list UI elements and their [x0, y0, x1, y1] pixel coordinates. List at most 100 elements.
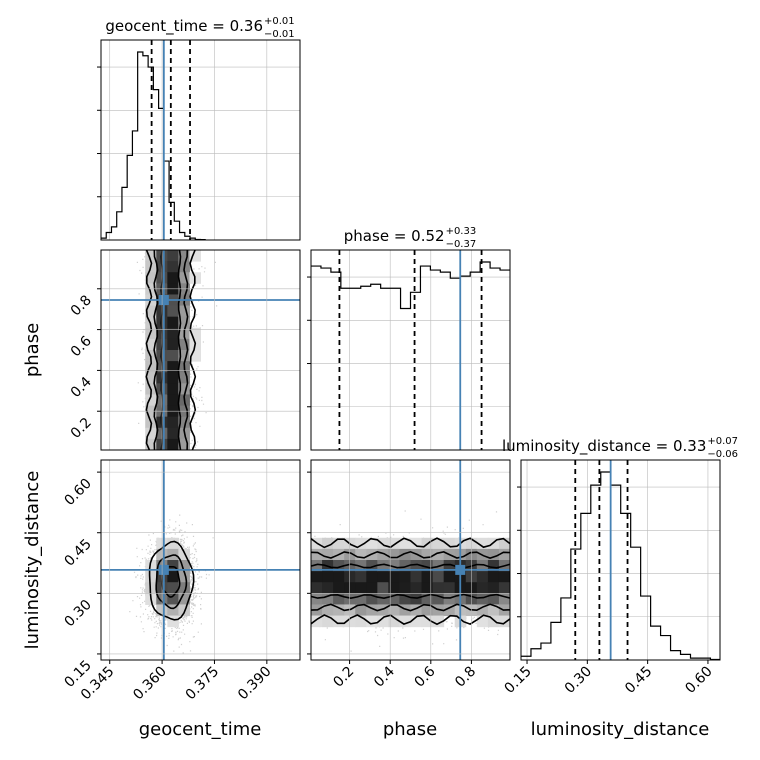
truth-marker-2-0 [158, 564, 169, 575]
density-cell-2-1 [432, 615, 445, 628]
density-cell-2-1 [476, 582, 489, 594]
contour-2-1-0 [311, 563, 510, 569]
density-cell-2-1 [421, 615, 434, 628]
density-cell-2-1 [421, 571, 434, 583]
truth-marker-1-0 [158, 295, 169, 305]
density-cell-2-1 [421, 548, 434, 561]
density-cell-2-0 [167, 582, 179, 594]
density-cell-2-1 [333, 560, 345, 572]
density-cell-2-1 [366, 615, 378, 628]
density-cell-2-1 [366, 560, 378, 572]
contour-1-0-2 [189, 250, 197, 450]
truth-marker-2-1 [455, 564, 466, 575]
contour-2-0-2 [148, 540, 195, 621]
ytick-label-luminosity_distance-3: 0.60 [61, 476, 94, 509]
xtick-label-phase-1: 0.4 [371, 663, 398, 690]
panel-border-2-1 [310, 459, 511, 661]
hist-bin-1-1 [321, 268, 331, 450]
density-cell-2-1 [366, 593, 378, 605]
density-cell-2-1 [443, 560, 456, 572]
density-cell-2-1 [388, 604, 400, 617]
ytick-label-phase-2: 0.6 [68, 333, 95, 360]
title-sup-0: +0.01 [264, 16, 295, 27]
density-cell-2-0 [145, 571, 157, 583]
density-cell-1-0 [145, 283, 157, 295]
ylabel-luminosity_distance: luminosity_distance [22, 471, 43, 650]
hist-bin-2-13 [651, 626, 661, 660]
xtick-label-phase-3: 0.8 [452, 664, 479, 691]
density-cell-2-1 [487, 593, 500, 605]
hist-bin-1-0 [311, 266, 321, 450]
xtick-label-luminosity_distance-1: 0.30 [562, 664, 595, 697]
density-cell-2-1 [344, 593, 356, 605]
hist-bin-2-8 [601, 472, 611, 660]
density-cell-1-0 [167, 427, 179, 440]
density-cell-2-1 [443, 571, 456, 583]
density-cell-2-1 [311, 615, 323, 628]
hist-bin-2-14 [661, 636, 671, 660]
contour-1-0-0 [177, 250, 182, 450]
contour-2-0-1 [155, 554, 188, 610]
hist-bin-2-12 [641, 596, 651, 660]
hist-bin-2-9 [611, 485, 621, 660]
density-cell-2-1 [388, 582, 400, 594]
hist-bin-2-10 [621, 513, 631, 660]
contour-2-1-1 [311, 550, 510, 559]
density-cell-1-0 [167, 272, 179, 284]
density-cell-2-1 [311, 571, 323, 583]
density-cell-2-1 [355, 571, 367, 583]
density-cell-2-0 [167, 560, 179, 572]
density-cell-2-1 [322, 548, 334, 561]
density-cell-2-1 [377, 571, 389, 583]
hist-bin-1-4 [351, 288, 361, 450]
density-cell-2-1 [421, 560, 434, 572]
title-sub-1: −0.37 [446, 239, 477, 250]
ytick-label-phase-3: 0.8 [68, 292, 95, 319]
density-cell-2-1 [476, 537, 489, 550]
density-cell-1-0 [167, 383, 179, 395]
density-cell-2-1 [487, 537, 500, 550]
density-cell-1-0 [145, 427, 157, 440]
density-cell-2-1 [432, 571, 445, 583]
hist-bin-0-8 [143, 56, 148, 240]
density-cell-1-0 [189, 327, 201, 340]
hist-bin-0-6 [132, 131, 137, 240]
density-cell-1-0 [145, 361, 157, 373]
density-cell-1-0 [178, 338, 190, 351]
contour-2-1-0 [311, 593, 510, 600]
density-cell-2-1 [333, 582, 345, 594]
density-cell-2-1 [487, 548, 500, 561]
density-cell-2-1 [366, 604, 378, 617]
density-cell-2-1 [476, 571, 489, 583]
density-cell-2-1 [344, 548, 356, 561]
hist-bin-1-5 [361, 286, 371, 450]
hist-bin-1-19 [500, 270, 510, 450]
hist-bin-0-7 [138, 52, 143, 240]
density-cell-1-0 [167, 283, 179, 295]
density-cell-1-0 [178, 372, 190, 384]
density-cell-2-1 [377, 582, 389, 594]
xtick-label-phase-0: 0.2 [330, 664, 357, 691]
xtick-label-geocent_time-2: 0.375 [183, 664, 223, 704]
density-cell-2-1 [432, 548, 445, 561]
density-cell-2-1 [421, 593, 434, 605]
title-sup-1: +0.33 [446, 226, 477, 237]
density-cell-2-0 [178, 571, 190, 583]
hist-bin-2-1 [531, 649, 541, 660]
hist-bin-1-18 [490, 268, 500, 450]
density-cell-2-1 [487, 604, 500, 617]
density-cell-2-1 [498, 615, 510, 628]
density-cell-1-0 [167, 261, 179, 273]
hist-bin-0-5 [127, 155, 132, 240]
density-cell-1-0 [167, 372, 179, 384]
density-cell-2-1 [421, 582, 434, 594]
density-cell-2-1 [476, 615, 489, 628]
hist-bin-2-4 [561, 598, 571, 660]
density-cell-1-0 [178, 438, 190, 450]
density-cell-1-0 [178, 250, 190, 262]
contour-1-0-2 [145, 250, 153, 450]
title-main-2: luminosity_distance = 0.33 [502, 437, 706, 456]
density-cell-2-1 [355, 582, 367, 594]
hist-bin-2-0 [521, 656, 531, 660]
